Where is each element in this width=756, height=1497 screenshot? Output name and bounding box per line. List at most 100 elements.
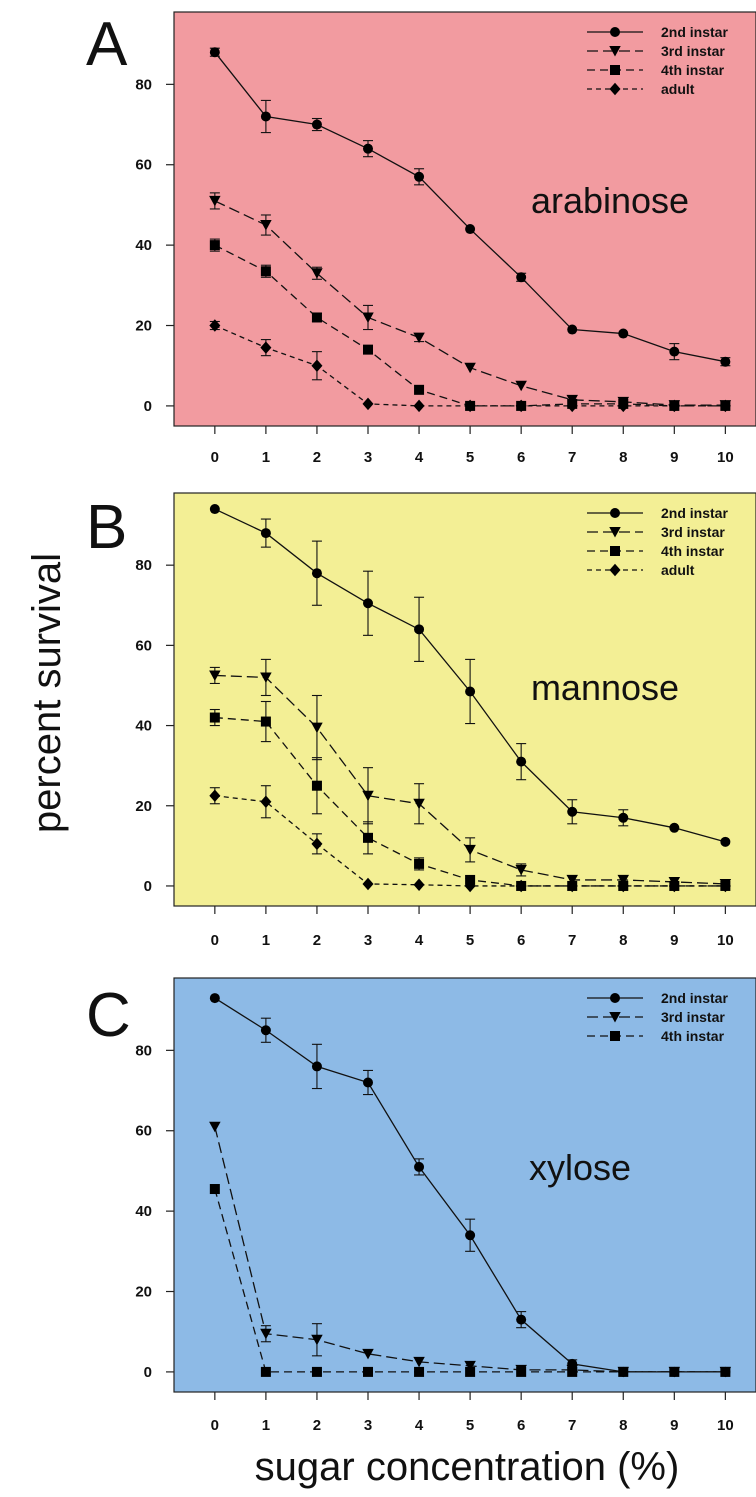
data-point: [260, 111, 271, 122]
x-tick-label: 6: [517, 1417, 525, 1434]
data-point: [668, 399, 680, 413]
data-point: [516, 1366, 527, 1377]
x-tick-label: 0: [211, 932, 219, 949]
data-point: [414, 1161, 425, 1172]
x-tick-label: 1: [262, 449, 270, 466]
legend-marker: [610, 27, 620, 37]
data-point: [209, 504, 220, 515]
data-point: [363, 344, 373, 355]
data-point: [311, 312, 322, 323]
x-tick-label: 1: [262, 932, 270, 949]
chart-panel-b: B 0 20 40 60 80 0 1 2 3 4 5 6 7 8 9 10 mannose 2nd instar 3…: [86, 492, 756, 949]
y-tick-label: 0: [144, 1364, 152, 1381]
data-point: [311, 119, 322, 130]
x-tick-label: 8: [619, 932, 627, 949]
data-point: [719, 399, 731, 413]
data-point: [209, 47, 220, 58]
x-tick-label: 3: [364, 449, 372, 466]
series-adult: [209, 785, 731, 893]
x-tick-label: 7: [568, 449, 576, 466]
plot-background: [173, 977, 756, 1393]
data-point: [363, 1077, 373, 1088]
legend-label: 2nd instar: [661, 990, 728, 1006]
series-2nd-instar: [209, 47, 731, 367]
legend-marker: [609, 1012, 621, 1023]
sugar-label: xylose: [529, 1147, 631, 1188]
data-point: [311, 722, 323, 734]
x-tick-label: 2: [313, 449, 321, 466]
x-tick-label: 5: [466, 932, 474, 949]
sugar-label: arabinose: [531, 180, 689, 221]
legend-marker: [610, 546, 620, 556]
x-tick-label: 0: [211, 1417, 219, 1434]
data-point: [209, 319, 221, 332]
x-tick-label: 5: [466, 1417, 474, 1434]
data-point: [209, 1121, 221, 1133]
data-point: [362, 877, 374, 891]
legend: 2nd instar 3rd instar 4th instar adult: [587, 505, 728, 578]
data-point: [209, 240, 220, 251]
panel-letter: A: [86, 10, 128, 79]
legend-label: adult: [661, 81, 695, 97]
data-point: [311, 1334, 323, 1346]
data-point: [260, 1025, 271, 1036]
x-tick-label: 8: [619, 1417, 627, 1434]
y-axis-title: percent survival: [25, 553, 69, 833]
data-point: [209, 993, 220, 1004]
data-point: [515, 864, 527, 876]
series-line: [214, 795, 726, 887]
data-point: [515, 380, 527, 392]
plot-background: [173, 492, 756, 907]
data-point: [311, 568, 322, 579]
data-point: [363, 832, 373, 843]
data-point: [618, 1366, 629, 1377]
panel-letter: B: [86, 493, 127, 562]
data-point: [209, 789, 221, 802]
data-point: [414, 858, 425, 869]
data-point: [669, 822, 680, 833]
data-point: [311, 1061, 322, 1072]
x-tick-label: 4: [415, 1417, 424, 1434]
data-point: [516, 1314, 527, 1325]
data-point: [720, 356, 731, 367]
legend-label: 3rd instar: [661, 1009, 725, 1025]
x-tick-label: 9: [670, 932, 678, 949]
chart-panel-c: C 0 20 40 60 80 0 1 2 3 4 5 6 7 8 9 10 xylose 2nd instar 3r…: [86, 977, 756, 1434]
data-point: [464, 362, 476, 374]
data-point: [363, 1366, 373, 1377]
x-tick-label: 4: [415, 449, 424, 466]
data-point: [566, 879, 578, 893]
data-point: [260, 795, 272, 808]
data-point: [260, 716, 271, 727]
x-tick-label: 8: [619, 449, 627, 466]
data-point: [413, 1356, 425, 1368]
legend-marker: [610, 65, 620, 75]
data-point: [567, 1366, 578, 1377]
data-point: [515, 879, 527, 893]
panel-letter: C: [86, 981, 131, 1050]
series-line: [214, 324, 726, 407]
y-tick-label: 40: [135, 237, 152, 254]
data-point: [209, 670, 221, 681]
y-tick-label: 40: [135, 1203, 152, 1220]
data-point: [413, 332, 425, 344]
data-point: [260, 672, 272, 683]
data-point: [668, 879, 680, 893]
data-point: [413, 798, 425, 810]
data-point: [260, 528, 271, 539]
x-tick-label: 6: [517, 449, 525, 466]
data-point: [414, 384, 425, 395]
data-point: [720, 836, 731, 847]
y-tick-label: 60: [135, 637, 152, 654]
data-point: [260, 220, 272, 231]
data-point: [414, 171, 425, 182]
data-point: [567, 324, 578, 335]
x-tick-label: 9: [670, 449, 678, 466]
y-tick-label: 80: [135, 1042, 152, 1059]
x-tick-label: 10: [717, 449, 734, 466]
y-tick-label: 20: [135, 798, 152, 815]
y-tick-label: 0: [144, 398, 152, 415]
data-point: [260, 1366, 271, 1377]
data-point: [464, 1360, 476, 1372]
